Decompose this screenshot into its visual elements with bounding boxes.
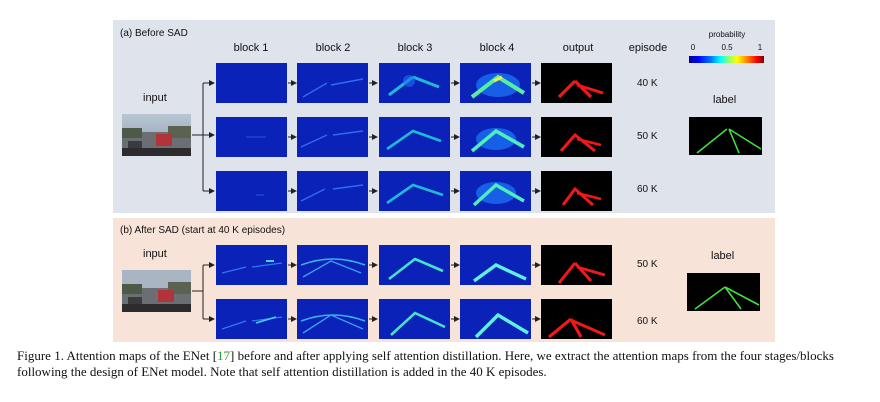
attention-map-b-50k-block3 — [379, 245, 450, 285]
output-b-50k — [541, 245, 612, 285]
attention-map-a-40k-block4 — [460, 63, 531, 103]
attention-map-a-60k-block1 — [216, 171, 287, 211]
attention-map-b-50k-block2 — [297, 245, 368, 285]
output-a-60k — [541, 171, 612, 211]
column-header-block2: block 2 — [315, 42, 351, 54]
episode-b-60k: 60 K — [637, 316, 658, 327]
episode-a-50k: 50 K — [637, 131, 658, 142]
attention-map-a-50k-block3 — [379, 117, 450, 157]
panel-a-label-image — [689, 117, 762, 155]
panel-b-title: (b) After SAD (start at 40 K episodes) — [120, 225, 286, 236]
panel-a-title: (a) Before SAD — [120, 28, 188, 39]
attention-map-b-60k-block2 — [297, 299, 368, 339]
panel-a-label-title: label — [713, 94, 737, 106]
attention-map-a-40k-block1 — [216, 63, 287, 103]
caption-text-after-ref: ] before and after applying self attenti… — [17, 348, 834, 379]
colorbar-tick-1: 1 — [757, 43, 763, 52]
attention-map-b-60k-block3 — [379, 299, 450, 339]
attention-map-a-60k-block2 — [297, 171, 368, 211]
panel-b-input-image — [122, 270, 191, 312]
attention-map-a-40k-block2 — [297, 63, 368, 103]
colorbar-tick-mid: 0.5 — [721, 43, 733, 52]
caption-reference-link[interactable]: 17 — [217, 348, 231, 363]
figure-caption: Figure 1. Attention maps of the ENet [17… — [17, 348, 867, 380]
panel-b-input-label: input — [143, 248, 167, 260]
attention-map-a-40k-block3 — [379, 63, 450, 103]
column-header-block3: block 3 — [397, 42, 433, 54]
attention-map-a-50k-block2 — [297, 117, 368, 157]
column-header-block4: block 4 — [479, 42, 515, 54]
panel-a-input-image — [122, 114, 191, 156]
colorbar-tick-0: 0 — [690, 43, 696, 52]
caption-text-before-ref: Figure 1. Attention maps of the ENet [ — [17, 348, 218, 363]
output-a-50k — [541, 117, 612, 157]
attention-map-a-60k-block3 — [379, 171, 450, 211]
column-header-episode: episode — [628, 42, 668, 54]
panel-b-label-title: label — [711, 250, 735, 262]
attention-map-a-50k-block4 — [460, 117, 531, 157]
episode-a-60k: 60 K — [637, 184, 658, 195]
attention-map-b-50k-block4 — [460, 245, 531, 285]
episode-b-50k: 50 K — [637, 259, 658, 270]
panel-a-input-label: input — [143, 92, 167, 104]
panel-b-label-image — [687, 273, 760, 311]
attention-map-a-50k-block1 — [216, 117, 287, 157]
attention-map-a-60k-block4 — [460, 171, 531, 211]
colorbar-title: probability — [708, 30, 746, 39]
attention-map-b-50k-block1 — [216, 245, 287, 285]
output-a-40k — [541, 63, 612, 103]
episode-a-40k: 40 K — [637, 78, 658, 89]
attention-map-b-60k-block1 — [216, 299, 287, 339]
column-header-output: output — [562, 42, 594, 54]
colorbar — [689, 56, 764, 63]
attention-map-b-60k-block4 — [460, 299, 531, 339]
output-b-60k — [541, 299, 612, 339]
column-header-block1: block 1 — [233, 42, 269, 54]
